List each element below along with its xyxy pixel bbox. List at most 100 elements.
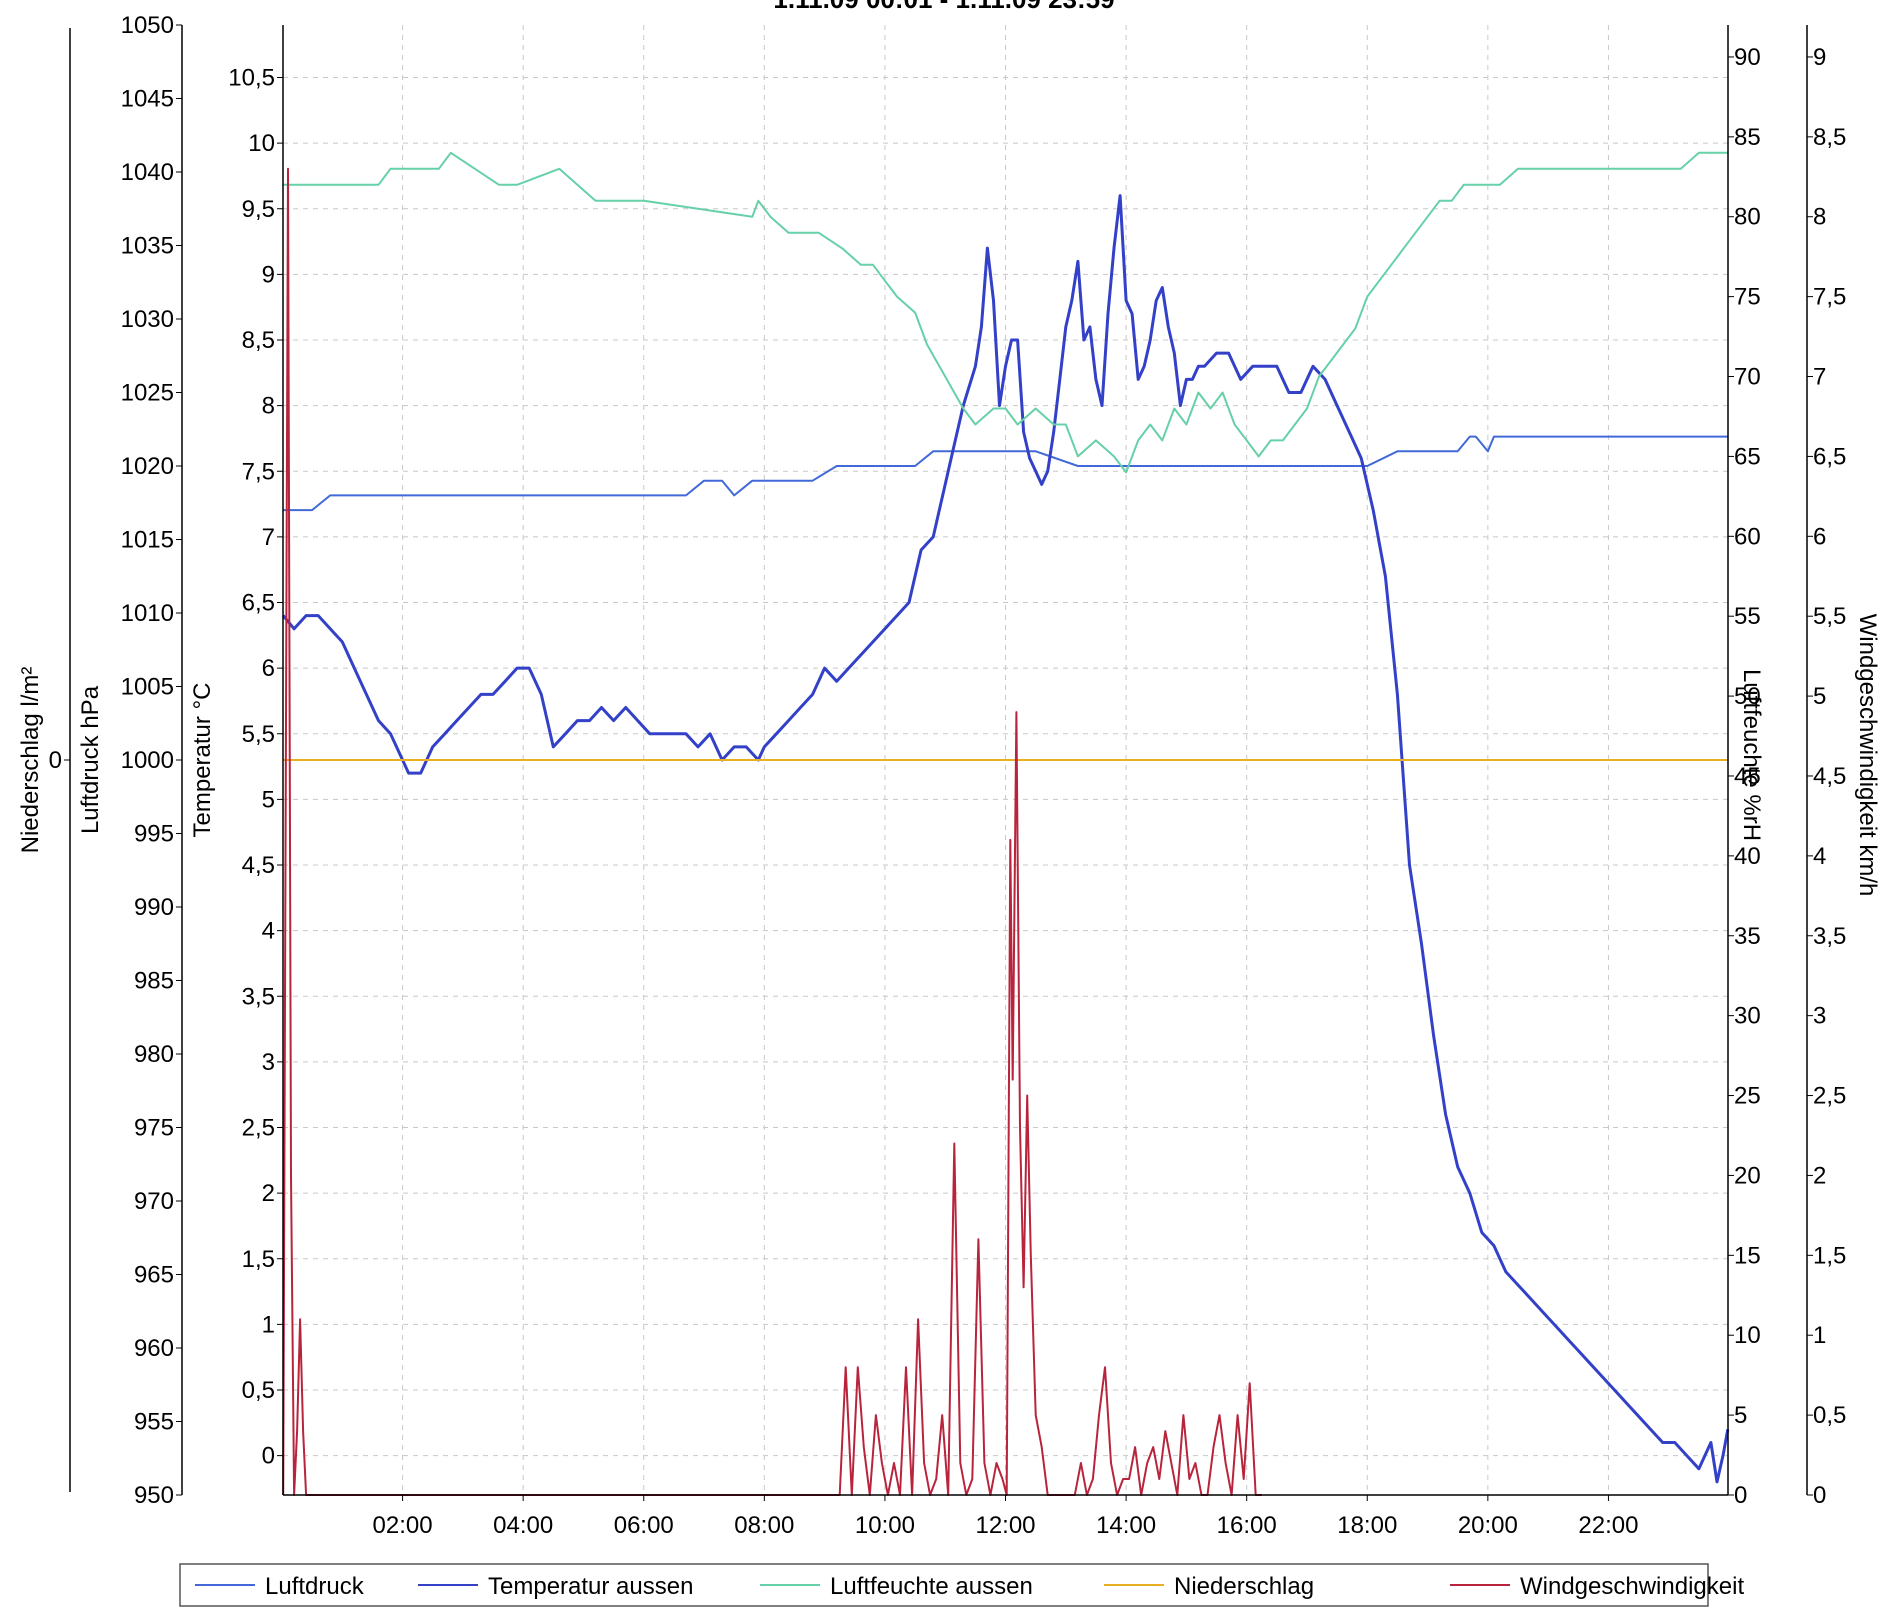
luftfeuchte-tick-label: 30 (1734, 1003, 1761, 1030)
luftfeuchte-tick-label: 70 (1734, 364, 1761, 391)
wind-tick-label: 6 (1813, 523, 1826, 550)
luftfeuchte-tick-label: 35 (1734, 923, 1761, 950)
luftfeuchte-tick-label: 25 (1734, 1083, 1761, 1110)
luftfeuchte-tick-label: 65 (1734, 443, 1761, 470)
legend-label: Temperatur aussen (488, 1573, 693, 1600)
luftfeuchte-tick-label: 40 (1734, 843, 1761, 870)
legend-label: Luftfeuchte aussen (830, 1573, 1033, 1600)
x-tick-label: 10:00 (855, 1512, 915, 1539)
luftfeuchte-tick-label: 85 (1734, 124, 1761, 151)
luftfeuchte-tick-label: 55 (1734, 603, 1761, 630)
legend: Luftdruck Temperatur aussen Luftfeuchte au… (179, 1563, 1744, 1607)
legend-label: Luftdruck (265, 1573, 365, 1600)
series-lines (282, 151, 1730, 1496)
x-tick-label: 22:00 (1578, 1512, 1638, 1539)
tick-labels: 02:00 04:00 06:00 08:00 10:00 12:00 14:00 16:00… (49, 12, 1847, 1539)
wind-tick-label: 2 (1813, 1162, 1826, 1189)
luftdruck-tick-label: 1005 (121, 674, 174, 701)
temperatur-tick-label: 6 (262, 655, 275, 682)
luftfeuchte-tick-label: 0 (1734, 1482, 1747, 1509)
luftdruck-tick-label: 1020 (121, 453, 174, 480)
series-line-luftfeuchte-aussen (283, 151, 1728, 474)
temperatur-tick-label: 10,5 (228, 65, 275, 92)
wind-tick-label: 1 (1813, 1322, 1826, 1349)
temperatur-tick-label: 2 (262, 1180, 275, 1207)
luftdruck-tick-label: 1025 (121, 380, 174, 407)
wind-tick-label: 9 (1813, 44, 1826, 71)
temperatur-axis-title: Temperatur °C (189, 683, 216, 838)
wind-axis-title: Windgeschwindigkeit km/h (1854, 614, 1881, 897)
wind-tick-label: 0 (1813, 1482, 1826, 1509)
wind-tick-label: 4 (1813, 843, 1826, 870)
wind-tick-label: 1,5 (1813, 1242, 1846, 1269)
x-tick-label: 16:00 (1217, 1512, 1277, 1539)
temperatur-tick-label: 1,5 (242, 1246, 275, 1273)
wind-tick-label: 0,5 (1813, 1402, 1846, 1429)
wind-tick-label: 8,5 (1813, 124, 1846, 151)
luftfeuchte-tick-label: 20 (1734, 1162, 1761, 1189)
x-tick-label: 20:00 (1458, 1512, 1518, 1539)
luftdruck-tick-label: 1030 (121, 306, 174, 333)
temperatur-tick-label: 9 (262, 261, 275, 288)
wind-tick-label: 7 (1813, 364, 1826, 391)
temperatur-tick-label: 4 (262, 918, 275, 945)
luftfeuchte-tick-label: 80 (1734, 204, 1761, 231)
temperatur-tick-label: 2,5 (242, 1115, 275, 1142)
luftdruck-axis-title: Luftdruck hPa (77, 685, 104, 834)
luftfeuchte-tick-label: 10 (1734, 1322, 1761, 1349)
temperatur-tick-label: 7,5 (242, 458, 275, 485)
temperatur-tick-label: 8,5 (242, 327, 275, 354)
luftdruck-tick-label: 985 (134, 968, 174, 995)
temperatur-tick-label: 7 (262, 524, 275, 551)
niederschlag-axis-title: Niederschlag l/m² (17, 667, 44, 854)
wind-tick-label: 4,5 (1813, 763, 1846, 790)
legend-label: Windgeschwindigkeit (1520, 1573, 1744, 1600)
wind-tick-label: 5,5 (1813, 603, 1846, 630)
x-tick-label: 18:00 (1337, 1512, 1397, 1539)
luftfeuchte-axis-title: Luftfeuchte %rH (1738, 669, 1765, 841)
temperatur-tick-label: 0 (262, 1443, 275, 1470)
luftfeuchte-tick-label: 75 (1734, 284, 1761, 311)
temperatur-tick-label: 3 (262, 1049, 275, 1076)
luftdruck-tick-label: 955 (134, 1409, 174, 1436)
temperatur-tick-label: 4,5 (242, 852, 275, 879)
luftdruck-tick-label: 970 (134, 1188, 174, 1215)
luftfeuchte-tick-label: 60 (1734, 523, 1761, 550)
x-tick-label: 12:00 (975, 1512, 1035, 1539)
wind-tick-label: 3,5 (1813, 923, 1846, 950)
luftdruck-tick-label: 990 (134, 894, 174, 921)
temperatur-tick-label: 6,5 (242, 590, 275, 617)
luftdruck-tick-label: 1000 (121, 747, 174, 774)
luftdruck-tick-label: 960 (134, 1335, 174, 1362)
wind-tick-label: 7,5 (1813, 284, 1846, 311)
series-line-windgeschwindigkeit (282, 167, 1262, 1496)
temperatur-tick-label: 10 (248, 130, 275, 157)
luftfeuchte-tick-label: 50 (1734, 683, 1761, 710)
temperatur-tick-label: 1 (262, 1311, 275, 1338)
luftdruck-tick-label: 980 (134, 1041, 174, 1068)
luftdruck-tick-label: 1050 (121, 12, 174, 39)
wind-tick-label: 6,5 (1813, 443, 1846, 470)
luftdruck-tick-label: 995 (134, 821, 174, 848)
luftfeuchte-tick-label: 15 (1734, 1242, 1761, 1269)
x-tick-label: 14:00 (1096, 1512, 1156, 1539)
series-line-temperatur-aussen (282, 194, 1730, 1484)
luftfeuchte-tick-label: 90 (1734, 44, 1761, 71)
chart-title: 1.11.09 00:01 - 1.11.09 23:59 (773, 0, 1114, 14)
temperatur-tick-label: 9,5 (242, 196, 275, 223)
luftdruck-tick-label: 1035 (121, 233, 174, 260)
luftdruck-tick-label: 1010 (121, 600, 174, 627)
x-tick-label: 08:00 (734, 1512, 794, 1539)
legend-label: Niederschlag (1174, 1573, 1314, 1600)
luftdruck-tick-label: 1015 (121, 527, 174, 554)
temperatur-tick-label: 3,5 (242, 983, 275, 1010)
temperatur-tick-label: 5 (262, 786, 275, 813)
wind-tick-label: 2,5 (1813, 1083, 1846, 1110)
luftfeuchte-tick-label: 5 (1734, 1402, 1747, 1429)
wind-tick-label: 3 (1813, 1003, 1826, 1030)
luftdruck-tick-label: 975 (134, 1115, 174, 1142)
wind-tick-label: 5 (1813, 683, 1826, 710)
temperatur-tick-label: 5,5 (242, 721, 275, 748)
series-line-luftdruck (283, 435, 1728, 512)
